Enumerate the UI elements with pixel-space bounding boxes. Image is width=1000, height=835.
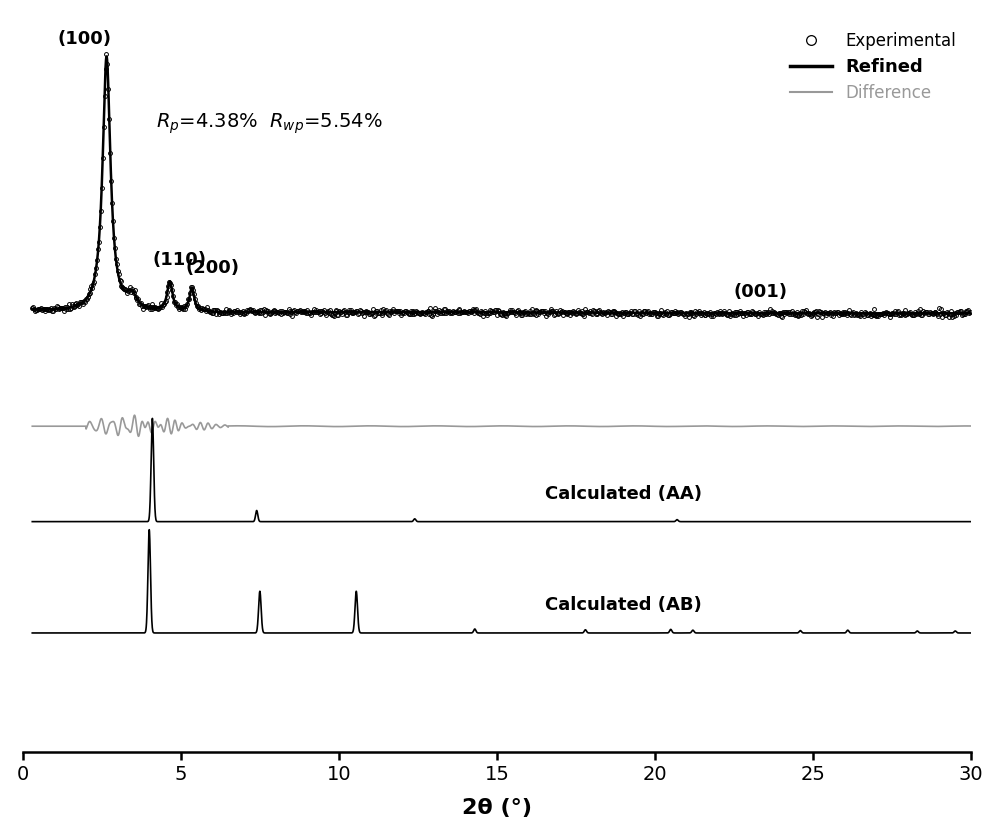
Text: (110): (110): [152, 251, 206, 269]
Text: (100): (100): [58, 30, 112, 48]
Text: $\mathit{R}_p$=4.38%  $\mathit{R}_{wp}$=5.54%: $\mathit{R}_p$=4.38% $\mathit{R}_{wp}$=5…: [156, 112, 382, 136]
Text: Calculated (AA): Calculated (AA): [545, 485, 702, 503]
Text: (001): (001): [734, 283, 788, 301]
X-axis label: 2θ (°): 2θ (°): [462, 798, 532, 818]
Legend: Experimental, Refined, Difference: Experimental, Refined, Difference: [784, 25, 963, 109]
Text: (200): (200): [186, 259, 240, 277]
Text: Calculated (AB): Calculated (AB): [545, 596, 702, 614]
